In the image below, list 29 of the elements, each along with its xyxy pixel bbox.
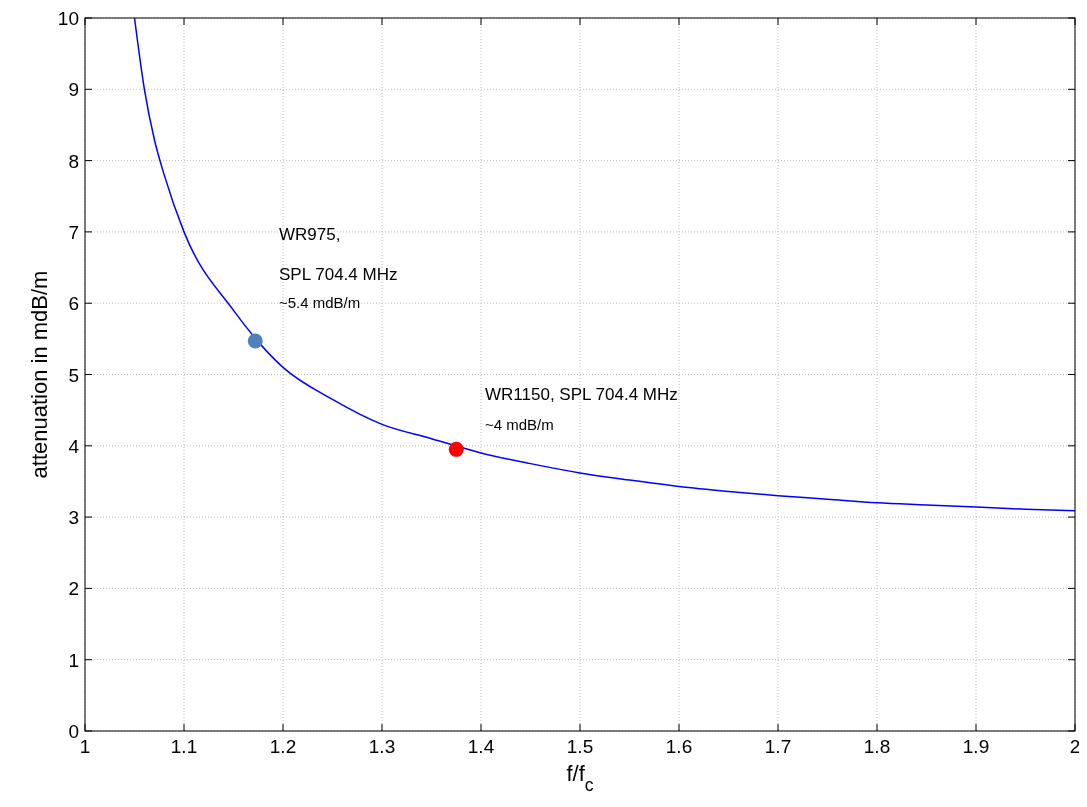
annotation: WR1150, SPL 704.4 MHz — [485, 385, 678, 404]
x-tick-label: 1.7 — [764, 736, 792, 757]
x-tick-label: 1.2 — [269, 736, 297, 757]
y-tick-label: 9 — [68, 79, 79, 101]
y-axis-title: attenuation in mdB/m — [27, 270, 52, 479]
y-tick-label: 3 — [68, 507, 79, 529]
y-tick-label: 7 — [68, 221, 79, 243]
y-tick-label: 1 — [68, 649, 79, 671]
x-tick-label: 1.5 — [566, 736, 594, 757]
annotation: ~4 mdB/m — [485, 416, 554, 433]
x-tick-label: 2 — [1069, 736, 1081, 757]
x-tick-label: 1.4 — [467, 736, 495, 757]
y-tick-label: 8 — [68, 150, 79, 172]
annotation: ~5.4 mdB/m — [279, 294, 361, 311]
y-tick-label: 5 — [68, 364, 79, 386]
x-axis-title: f/f$_{c}$ — [566, 761, 594, 795]
x-tick-label: 1.6 — [665, 736, 693, 757]
annotation: WR975, — [279, 225, 341, 244]
x-tick-label: 1.8 — [863, 736, 891, 757]
annotation: SPL 704.4 MHz — [279, 265, 398, 284]
line-series — [133, 18, 1075, 512]
y-tick-label: 4 — [68, 435, 80, 457]
x-tick-label: 1.3 — [368, 736, 396, 757]
y-tick-label: 2 — [68, 578, 79, 600]
x-tick-label: 1.1 — [170, 736, 198, 757]
y-tick-label: 0 — [68, 721, 79, 742]
y-tick-label: 10 — [57, 8, 79, 29]
y-tick-label: 6 — [68, 293, 79, 315]
x-tick-label: 1.9 — [962, 736, 990, 757]
